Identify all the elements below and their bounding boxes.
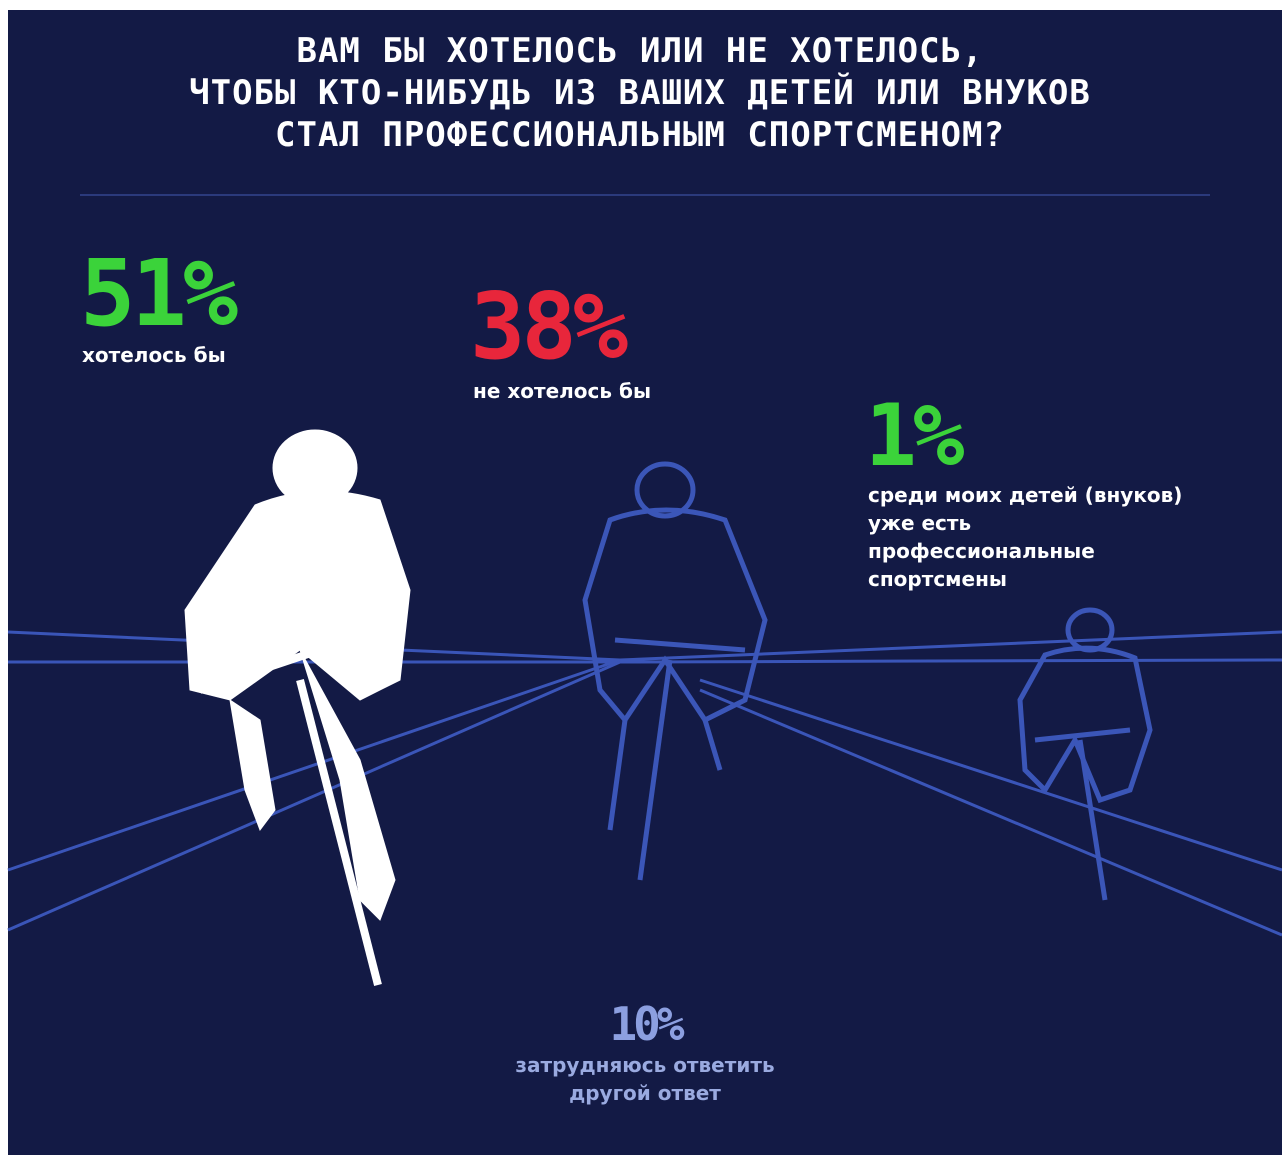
cyclist-front — [184, 429, 411, 986]
title-line: ВАМ БЫ ХОТЕЛОСЬ ИЛИ НЕ ХОТЕЛОСЬ, — [296, 31, 983, 71]
perspective-lines — [7, 630, 1282, 937]
stat-value: 51% — [80, 240, 238, 347]
stat-label: профессиональные — [868, 539, 1095, 563]
title-line: ЧТОБЫ КТО-НИБУДЬ ИЗ ВАШИХ ДЕТЕЙ ИЛИ ВНУК… — [189, 72, 1091, 113]
stat-label: затрудняюсь ответить — [515, 1053, 774, 1077]
stat-value: 1% — [865, 386, 965, 486]
stat-label: среди моих детей (внуков) — [868, 483, 1182, 507]
stat-label: не хотелось бы — [473, 379, 651, 403]
stat-value: 38% — [470, 273, 628, 380]
stat-label: спортсмены — [868, 567, 1007, 591]
title-line: СТАЛ ПРОФЕССИОНАЛЬНЫМ СПОРТСМЕНОМ? — [275, 115, 1005, 155]
stat-label: уже есть — [868, 511, 971, 535]
stat-label: хотелось бы — [82, 343, 226, 367]
cyclist-right — [1017, 607, 1153, 901]
background — [8, 10, 1282, 1155]
cyclist-middle — [582, 461, 768, 881]
stat-label: другой ответ — [569, 1081, 721, 1105]
stat-value: 10% — [609, 997, 684, 1051]
